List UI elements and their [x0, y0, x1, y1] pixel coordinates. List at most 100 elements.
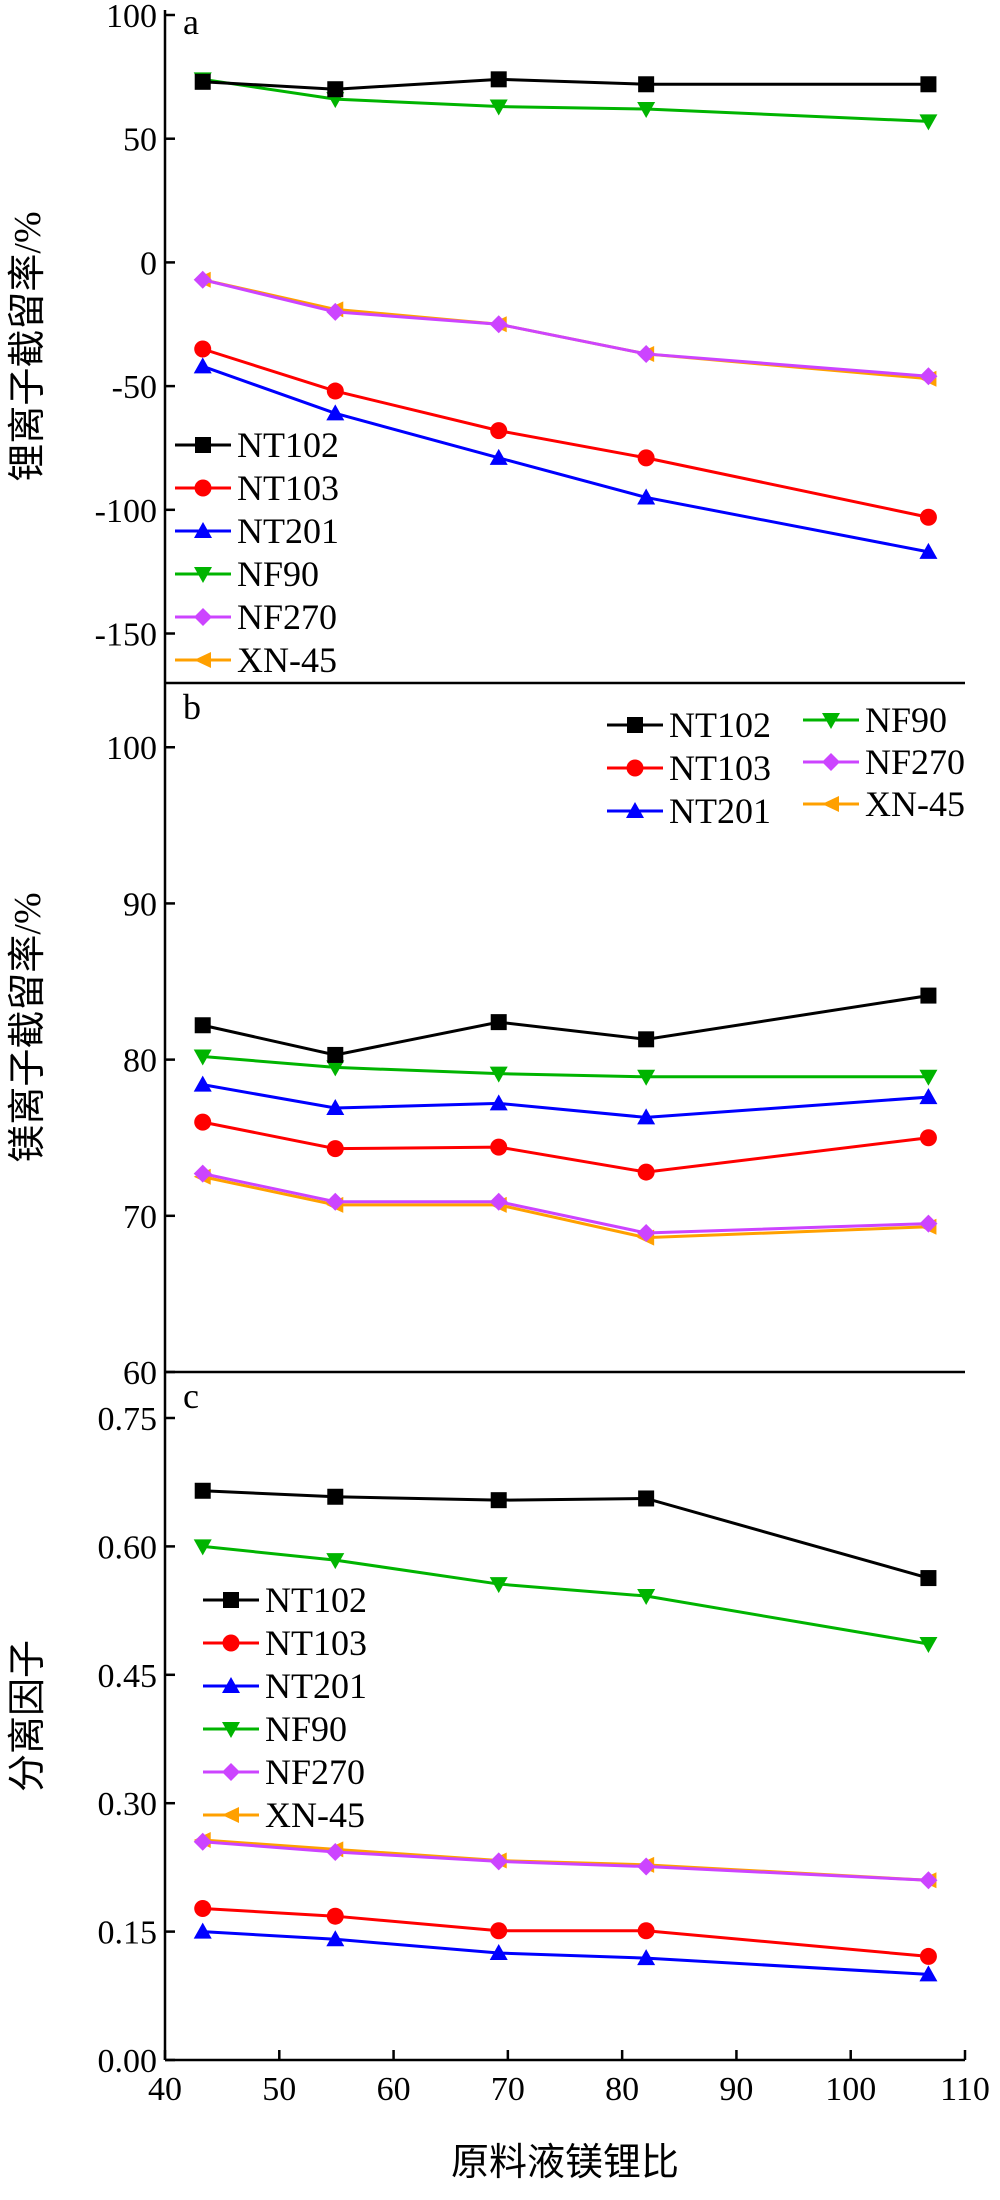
- legend-item: XN-45: [175, 640, 337, 680]
- data-point: [326, 404, 345, 421]
- data-point: [490, 422, 508, 440]
- series-line: [202, 1055, 929, 1079]
- data-point: [193, 1164, 212, 1183]
- legend-label: XN-45: [265, 1795, 365, 1835]
- legend-swatch-marker: [223, 1592, 239, 1608]
- panel-c: 0.750.600.450.300.150.00c分离因子NT102NT103N…: [7, 1372, 965, 2080]
- data-point: [490, 1922, 508, 1940]
- series-nt102: [194, 1482, 937, 1587]
- data-point: [489, 1944, 508, 1960]
- series-xn-45: [193, 1168, 937, 1246]
- data-point: [637, 1223, 656, 1242]
- series-nf270: [193, 270, 938, 386]
- data-point: [326, 1907, 344, 1925]
- y-tick-label: 70: [123, 1199, 157, 1236]
- data-point: [637, 1163, 655, 1181]
- series-nf90: [193, 1049, 938, 1086]
- y-tick-label: 100: [106, 730, 157, 767]
- data-point: [637, 449, 655, 467]
- data-point: [326, 302, 345, 321]
- legend-label: XN-45: [237, 640, 337, 680]
- data-point: [919, 1871, 938, 1890]
- data-point: [326, 382, 344, 400]
- data-point: [194, 1017, 211, 1034]
- legend-swatch-marker: [194, 652, 211, 668]
- data-point: [919, 367, 938, 386]
- y-tick-label: 100: [106, 0, 157, 35]
- data-point: [637, 1949, 656, 1966]
- y-tick-label: 0.45: [98, 1658, 158, 1695]
- data-point: [489, 1094, 508, 1111]
- data-point: [193, 1075, 212, 1092]
- y-axis-title: 锂离子截留率/%: [7, 211, 49, 481]
- series-nt103: [194, 1899, 937, 1965]
- legend-label: NF90: [237, 554, 319, 594]
- series-line: [202, 77, 929, 91]
- y-tick-label: -50: [112, 369, 157, 406]
- data-point: [920, 76, 937, 93]
- legend-label: NF90: [265, 1709, 347, 1749]
- panel-label: a: [183, 2, 199, 42]
- legend-label: NT102: [265, 1580, 367, 1620]
- y-tick-label: 0.30: [98, 1786, 158, 1823]
- data-point: [637, 1108, 656, 1125]
- legend-item: XN-45: [203, 1795, 365, 1835]
- x-tick-label: 60: [377, 2071, 411, 2108]
- y-tick-label: 0: [140, 245, 157, 282]
- legend-label: NT201: [237, 511, 339, 551]
- x-tick-label: 40: [148, 2071, 182, 2108]
- data-point: [638, 1490, 655, 1507]
- data-point: [919, 114, 938, 131]
- legend-item: NT103: [203, 1623, 367, 1663]
- series-nt102: [194, 987, 937, 1063]
- legend-swatch-marker: [626, 759, 644, 777]
- data-point: [638, 76, 655, 93]
- legend-item: NT201: [203, 1666, 367, 1706]
- series-line: [202, 1906, 929, 1958]
- data-point: [638, 1031, 655, 1048]
- series-line: [202, 1120, 929, 1174]
- series-line: [202, 278, 929, 381]
- data-point: [194, 1899, 212, 1917]
- x-axis-title: 原料液镁锂比: [451, 2142, 679, 2184]
- data-point: [490, 1138, 508, 1156]
- data-point: [326, 1553, 345, 1570]
- legend-label: NT103: [669, 748, 771, 788]
- data-point: [919, 1636, 938, 1653]
- legend-label: NT201: [669, 791, 771, 831]
- y-tick-label: 90: [123, 886, 157, 923]
- legend-item: NT103: [175, 468, 339, 508]
- data-point: [637, 102, 656, 119]
- series-nf270: [193, 1832, 938, 1890]
- legend-swatch-marker: [222, 1722, 240, 1738]
- y-tick-label: 0.60: [98, 1529, 158, 1566]
- data-point: [919, 1088, 938, 1105]
- data-point: [489, 1577, 508, 1594]
- data-point: [637, 1589, 656, 1606]
- legend-item: NF270: [203, 1752, 365, 1792]
- legend-label: NT102: [669, 705, 771, 745]
- data-point: [919, 1069, 938, 1086]
- legend-swatch-marker: [222, 1763, 240, 1781]
- legend-label: NT103: [237, 468, 339, 508]
- series-nt102: [194, 71, 937, 98]
- data-point: [637, 1922, 655, 1940]
- legend-item: NF270: [803, 742, 965, 782]
- series-line: [202, 1489, 929, 1580]
- data-point: [489, 1192, 508, 1211]
- legend-swatch-marker: [626, 802, 644, 818]
- data-point: [193, 1832, 212, 1851]
- data-point: [193, 357, 212, 374]
- legend-swatch-marker: [194, 608, 212, 626]
- legend-label: NF270: [265, 1752, 365, 1792]
- series-nt201: [193, 357, 938, 559]
- x-tick-label: 70: [491, 2071, 525, 2108]
- y-tick-label: 60: [123, 1355, 157, 1392]
- legend-label: NF270: [237, 597, 337, 637]
- y-axis-title: 镁离子截留率/%: [7, 892, 49, 1162]
- data-point: [489, 1066, 508, 1083]
- data-point: [327, 1488, 344, 1505]
